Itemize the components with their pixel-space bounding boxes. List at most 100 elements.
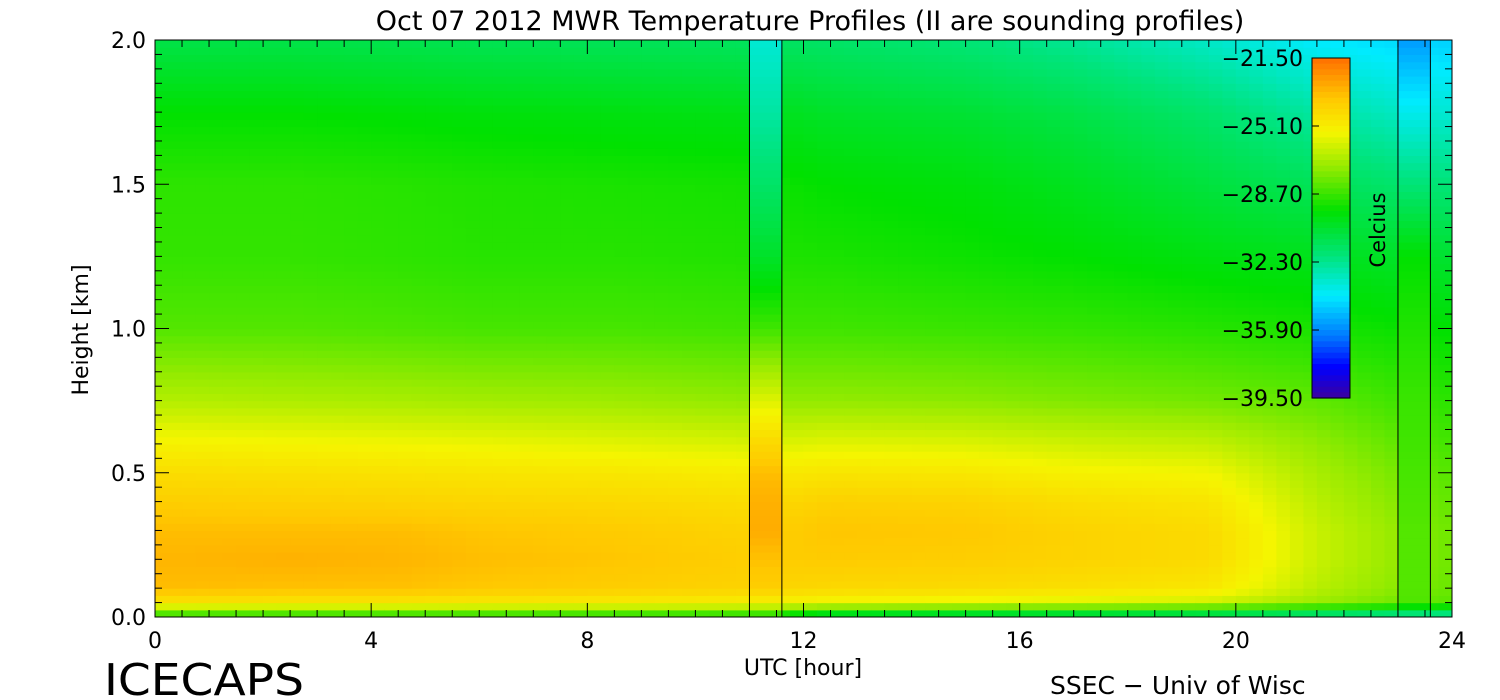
heatmap-cell <box>425 378 440 387</box>
heatmap-cell <box>533 342 548 351</box>
heatmap-cell <box>627 501 642 510</box>
heatmap-cell <box>898 61 913 70</box>
heatmap-cell <box>357 422 372 431</box>
heatmap-cell <box>871 487 886 495</box>
heatmap-cell <box>871 537 886 546</box>
heatmap-cell <box>911 220 926 229</box>
heatmap-cell <box>479 220 494 229</box>
heatmap-cell <box>182 364 197 373</box>
heatmap-cell <box>357 415 372 423</box>
heatmap-cell <box>627 234 642 243</box>
heatmap-cell <box>411 119 426 128</box>
heatmap-cell <box>533 314 548 322</box>
heatmap-cell <box>735 523 751 532</box>
heatmap-cell <box>452 407 467 416</box>
heatmap-cell <box>789 76 805 84</box>
heatmap-cell <box>411 364 426 373</box>
heatmap-cell <box>600 278 615 286</box>
heatmap-cell <box>587 378 602 387</box>
heatmap-cell <box>222 314 237 322</box>
heatmap-cell <box>519 278 534 286</box>
heatmap-cell <box>871 155 886 164</box>
heatmap-cell <box>182 588 197 596</box>
heatmap-cell <box>668 595 683 604</box>
heatmap-cell <box>303 552 318 560</box>
heatmap-cell <box>330 299 345 308</box>
heatmap-cell <box>952 263 967 272</box>
heatmap-cell <box>884 285 899 294</box>
heatmap-cell <box>384 198 399 207</box>
heatmap-cell <box>668 205 683 214</box>
heatmap-cell <box>519 544 534 553</box>
heatmap-cell <box>641 516 656 524</box>
heatmap-cell <box>857 234 872 243</box>
heatmap-cell <box>249 220 264 229</box>
heatmap-cell <box>222 516 237 524</box>
heatmap-cell <box>371 61 386 70</box>
heatmap-cell <box>871 241 886 250</box>
heatmap-cell <box>789 508 805 517</box>
heatmap-cell <box>222 443 237 452</box>
heatmap-cell <box>641 314 656 322</box>
heatmap-cell <box>992 422 1007 431</box>
heatmap-cell <box>317 552 332 560</box>
heatmap-cell <box>803 436 818 445</box>
heatmap-cell <box>425 148 440 156</box>
heatmap-cell <box>654 155 669 164</box>
heatmap-cell <box>600 530 615 539</box>
heatmap-cell <box>290 573 305 582</box>
heatmap-cell <box>330 350 345 358</box>
heatmap-cell <box>722 335 737 344</box>
heatmap-cell <box>938 328 953 337</box>
heatmap-cell <box>681 443 697 452</box>
heatmap-cell <box>722 162 737 171</box>
heatmap-cell <box>276 595 291 604</box>
heatmap-cell <box>952 436 967 445</box>
heatmap-cell <box>276 494 291 503</box>
heatmap-cell <box>695 328 710 337</box>
heatmap-cell <box>263 393 278 402</box>
heatmap-cell <box>817 220 832 229</box>
heatmap-cell <box>492 112 507 120</box>
heatmap-cell <box>560 47 575 56</box>
heatmap-cell <box>438 364 453 373</box>
heatmap-cell <box>830 76 845 84</box>
heatmap-cell <box>803 314 818 322</box>
heatmap-cell <box>425 436 440 445</box>
heatmap-cell <box>654 83 669 92</box>
heatmap-cell <box>236 335 251 344</box>
heatmap-cell <box>600 54 615 63</box>
heatmap-cell <box>938 566 953 575</box>
heatmap-cell <box>560 184 575 193</box>
heatmap-cell <box>857 83 872 92</box>
heatmap-cell <box>627 400 642 409</box>
heatmap-cell <box>411 205 426 214</box>
heatmap-cell <box>884 169 899 178</box>
heatmap-cell <box>965 328 980 337</box>
heatmap-cell <box>803 537 818 546</box>
heatmap-cell <box>627 552 642 560</box>
heatmap-cell <box>492 54 507 63</box>
heatmap-cell <box>776 566 791 575</box>
heatmap-cell <box>898 83 913 92</box>
heatmap-cell <box>925 378 940 387</box>
heatmap-cell <box>681 61 697 70</box>
heatmap-cell <box>195 314 210 322</box>
heatmap-cell <box>979 119 994 128</box>
heatmap-cell <box>654 104 669 113</box>
heatmap-cell <box>438 155 453 164</box>
heatmap-cell <box>546 458 561 467</box>
heatmap-cell <box>195 588 210 596</box>
heatmap-cell <box>411 155 426 164</box>
heatmap-cell <box>276 487 291 495</box>
heatmap-cell <box>925 523 940 532</box>
heatmap-cell <box>438 595 453 604</box>
heatmap-cell <box>735 472 751 481</box>
heatmap-cell <box>817 559 832 568</box>
heatmap-cell <box>276 537 291 546</box>
heatmap-cell <box>573 580 588 589</box>
heatmap-cell <box>708 155 724 164</box>
heatmap-cell <box>438 263 453 272</box>
heatmap-cell <box>560 133 575 142</box>
heatmap-cell <box>438 400 453 409</box>
